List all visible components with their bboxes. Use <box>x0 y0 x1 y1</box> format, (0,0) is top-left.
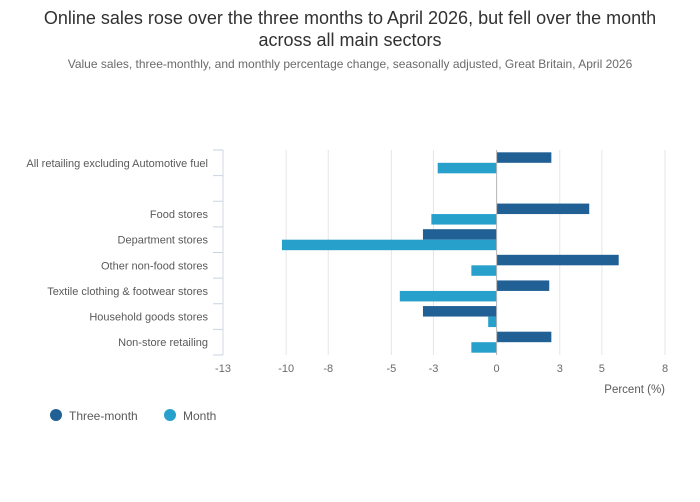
category-label: All retailing excluding Automotive fuel <box>26 158 208 170</box>
x-tick-label: -3 <box>429 363 439 375</box>
category-label: Non-store retailing <box>118 337 208 349</box>
bar-month[interactable] <box>281 239 497 251</box>
bar-month[interactable] <box>437 162 497 174</box>
legend-marker-month[interactable] <box>164 409 176 421</box>
x-tick-label: -13 <box>215 363 231 375</box>
bar-three-month[interactable] <box>496 254 619 266</box>
x-tick-label: 0 <box>494 363 500 375</box>
bar-three-month[interactable] <box>496 331 552 343</box>
bar-month[interactable] <box>488 316 497 328</box>
bar-month[interactable] <box>431 214 497 225</box>
category-label: Food stores <box>150 209 209 221</box>
bar-month[interactable] <box>399 290 497 302</box>
bar-three-month[interactable] <box>496 152 552 163</box>
x-tick-label: -10 <box>278 363 294 375</box>
bar-three-month[interactable] <box>496 280 550 291</box>
bar-month[interactable] <box>471 342 497 353</box>
chart-title: Online sales rose over the three months … <box>43 8 657 50</box>
x-tick-label: -8 <box>323 363 333 375</box>
x-tick-label: 8 <box>662 363 668 375</box>
legend-label[interactable]: Month <box>183 409 216 423</box>
bar-three-month[interactable] <box>496 203 590 215</box>
bar-three-month[interactable] <box>422 306 497 317</box>
x-tick-label: 3 <box>557 363 563 375</box>
category-label: Department stores <box>118 235 209 247</box>
x-tick-label: 5 <box>599 363 605 375</box>
chart-subtitle: Value sales, three-monthly, and monthly … <box>67 57 633 71</box>
legend-label[interactable]: Three-month <box>69 409 138 423</box>
bar-three-month[interactable] <box>422 229 497 240</box>
category-label: Textile clothing & footwear stores <box>47 286 208 298</box>
category-label: Household goods stores <box>89 312 208 324</box>
legend-marker-three-month[interactable] <box>50 409 62 421</box>
category-label: Other non-food stores <box>101 260 209 272</box>
x-axis-label: Percent (%) <box>604 384 665 396</box>
bar-month[interactable] <box>471 265 497 276</box>
x-tick-label: -5 <box>386 363 396 375</box>
